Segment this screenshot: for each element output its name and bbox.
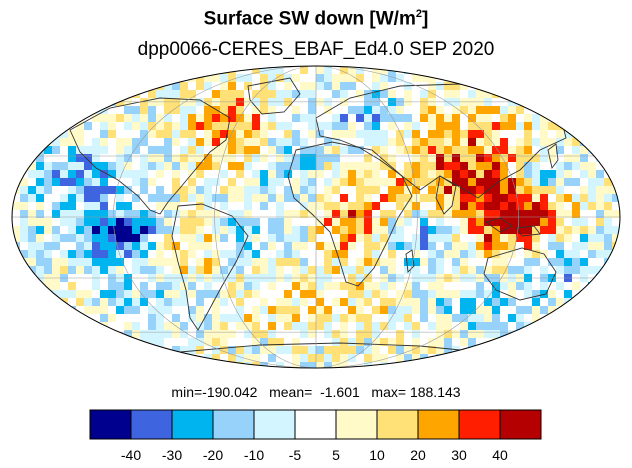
statistics-text: min=-190.042 mean= -1.601 max= 188.143 [171, 384, 461, 400]
colorbar-tick-label: -20 [202, 447, 224, 463]
map-border [11, 65, 621, 369]
plot-title: Surface SW down [W/m2] [203, 8, 429, 30]
colorbar-tick-label: 5 [332, 447, 340, 463]
colorbar-swatch [130, 409, 173, 440]
colorbar-swatch [335, 409, 378, 440]
colorbar-swatch [417, 409, 460, 440]
colorbar-swatch [294, 409, 337, 440]
colorbar-swatch [253, 409, 296, 440]
colorbar-swatch [499, 409, 542, 440]
colorbar-swatch [458, 409, 501, 440]
colorbar-tick-label: -10 [243, 447, 265, 463]
colorbar-tick-label: -40 [120, 447, 142, 463]
colorbar-swatch [376, 409, 419, 440]
colorbar [89, 409, 542, 440]
colorbar-tick-label: 40 [492, 447, 508, 463]
colorbar-swatch [212, 409, 255, 440]
colorbar-swatch [89, 409, 132, 440]
longitude-line [113, 66, 519, 368]
plot-subtitle: dpp0066-CERES_EBAF_Ed4.0 SEP 2020 [137, 39, 495, 60]
graticule [12, 66, 620, 368]
colorbar-tick-label: 20 [410, 447, 426, 463]
colorbar-tick-label: 30 [451, 447, 467, 463]
colorbar-tick-label: 10 [369, 447, 385, 463]
colorbar-tick-label: -5 [288, 447, 302, 463]
coastlines [69, 77, 567, 353]
colorbar-swatch [171, 409, 214, 440]
longitude-line [214, 66, 418, 368]
colorbar-tick-label: -30 [161, 447, 183, 463]
